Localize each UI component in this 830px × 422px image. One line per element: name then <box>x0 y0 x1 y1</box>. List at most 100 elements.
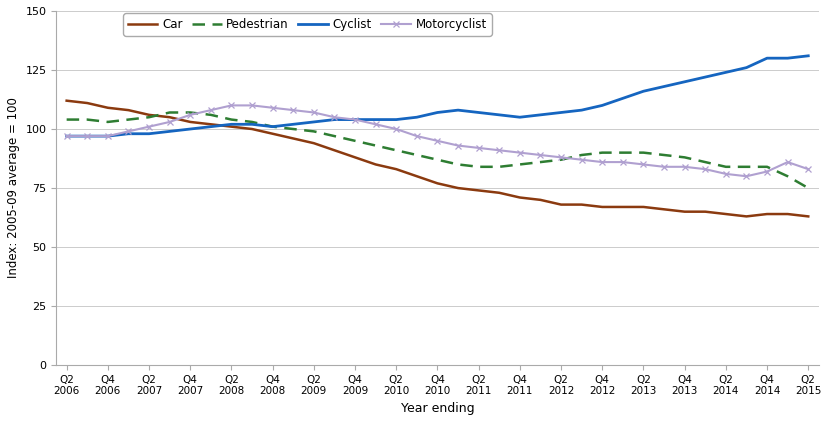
Pedestrian <box>638 150 648 155</box>
Pedestrian <box>309 129 319 134</box>
Motorcyclist <box>598 160 608 165</box>
Motorcyclist <box>124 129 134 134</box>
Motorcyclist <box>762 169 772 174</box>
Line: Car: Car <box>66 101 808 216</box>
Motorcyclist <box>206 108 216 113</box>
Car <box>227 124 237 129</box>
Pedestrian <box>103 119 113 124</box>
Car <box>412 174 422 179</box>
Cyclist <box>598 103 608 108</box>
Pedestrian <box>371 143 381 148</box>
Pedestrian <box>350 138 360 143</box>
Cyclist <box>82 134 92 139</box>
Motorcyclist <box>371 122 381 127</box>
Pedestrian <box>82 117 92 122</box>
Motorcyclist <box>515 150 525 155</box>
Car <box>206 122 216 127</box>
Motorcyclist <box>453 143 463 148</box>
Cyclist <box>659 84 669 89</box>
Pedestrian <box>577 152 587 157</box>
Motorcyclist <box>61 134 71 139</box>
Pedestrian <box>227 117 237 122</box>
Motorcyclist <box>783 160 793 165</box>
Motorcyclist <box>701 167 710 172</box>
Pedestrian <box>680 155 690 160</box>
Pedestrian <box>124 117 134 122</box>
Cyclist <box>144 131 154 136</box>
Cyclist <box>350 117 360 122</box>
Pedestrian <box>267 124 277 129</box>
Car <box>453 186 463 191</box>
Pedestrian <box>701 160 710 165</box>
Line: Cyclist: Cyclist <box>66 56 808 136</box>
Cyclist <box>556 110 566 115</box>
Motorcyclist <box>803 167 813 172</box>
Motorcyclist <box>103 134 113 139</box>
X-axis label: Year ending: Year ending <box>401 402 474 415</box>
Y-axis label: Index: 2005-09 average = 100: Index: 2005-09 average = 100 <box>7 97 20 279</box>
Car <box>638 204 648 209</box>
Cyclist <box>701 75 710 80</box>
Pedestrian <box>495 164 505 169</box>
Car <box>61 98 71 103</box>
Pedestrian <box>803 186 813 191</box>
Motorcyclist <box>185 112 195 117</box>
Car <box>495 190 505 195</box>
Pedestrian <box>721 164 731 169</box>
Pedestrian <box>288 127 298 132</box>
Pedestrian <box>185 110 195 115</box>
Motorcyclist <box>330 115 339 120</box>
Pedestrian <box>741 164 751 169</box>
Motorcyclist <box>247 103 257 108</box>
Motorcyclist <box>638 162 648 167</box>
Motorcyclist <box>412 134 422 139</box>
Motorcyclist <box>495 148 505 153</box>
Car <box>164 115 174 120</box>
Car <box>330 148 339 153</box>
Cyclist <box>618 96 627 101</box>
Car <box>474 188 484 193</box>
Cyclist <box>247 122 257 127</box>
Motorcyclist <box>535 152 545 157</box>
Motorcyclist <box>288 108 298 113</box>
Car <box>721 211 731 216</box>
Pedestrian <box>144 115 154 120</box>
Cyclist <box>267 124 277 129</box>
Motorcyclist <box>680 164 690 169</box>
Pedestrian <box>453 162 463 167</box>
Pedestrian <box>535 160 545 165</box>
Pedestrian <box>618 150 627 155</box>
Cyclist <box>474 110 484 115</box>
Car <box>267 131 277 136</box>
Motorcyclist <box>721 171 731 176</box>
Motorcyclist <box>144 124 154 129</box>
Pedestrian <box>598 150 608 155</box>
Cyclist <box>309 119 319 124</box>
Cyclist <box>206 124 216 129</box>
Cyclist <box>762 56 772 61</box>
Motorcyclist <box>659 164 669 169</box>
Pedestrian <box>412 152 422 157</box>
Motorcyclist <box>577 157 587 162</box>
Pedestrian <box>515 162 525 167</box>
Cyclist <box>680 79 690 84</box>
Motorcyclist <box>350 117 360 122</box>
Motorcyclist <box>309 110 319 115</box>
Pedestrian <box>783 174 793 179</box>
Car <box>124 108 134 113</box>
Pedestrian <box>391 148 401 153</box>
Cyclist <box>391 117 401 122</box>
Pedestrian <box>659 152 669 157</box>
Car <box>741 214 751 219</box>
Cyclist <box>103 134 113 139</box>
Cyclist <box>432 110 442 115</box>
Cyclist <box>783 56 793 61</box>
Cyclist <box>124 131 134 136</box>
Cyclist <box>164 129 174 134</box>
Car <box>783 211 793 216</box>
Car <box>82 100 92 106</box>
Pedestrian <box>432 157 442 162</box>
Pedestrian <box>164 110 174 115</box>
Car <box>577 202 587 207</box>
Motorcyclist <box>164 119 174 124</box>
